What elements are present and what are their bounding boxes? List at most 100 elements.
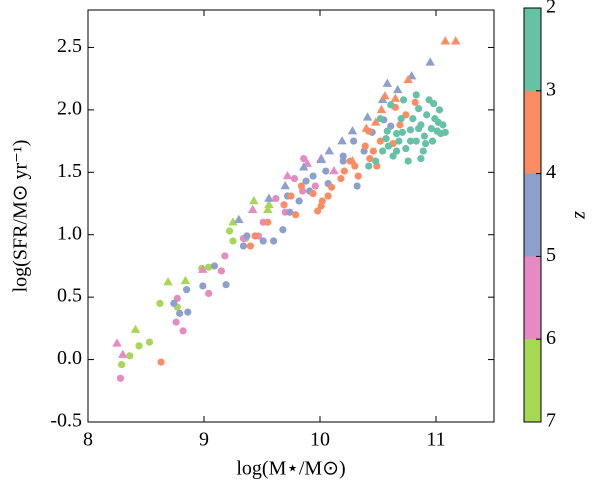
circle-point: [251, 232, 259, 240]
circle-point: [172, 318, 180, 326]
circle-point: [205, 289, 213, 298]
circle-point: [417, 154, 425, 163]
circle-point: [295, 197, 303, 205]
triangle-point: [425, 57, 435, 66]
circle-point: [170, 299, 178, 307]
circle-point: [302, 177, 310, 185]
circle-point: [384, 142, 393, 150]
circle-point: [354, 172, 362, 180]
circle-point: [396, 121, 404, 129]
circle-point: [376, 115, 384, 123]
triangle-point: [382, 78, 393, 87]
circle-point: [337, 174, 345, 183]
circle-point: [116, 374, 125, 382]
circle-point: [290, 174, 299, 183]
circle-point: [179, 327, 187, 335]
circle-point: [435, 106, 444, 114]
circle-point: [404, 157, 412, 165]
circle-point: [292, 211, 300, 219]
triangle-point: [264, 199, 274, 209]
circle-point: [412, 91, 420, 99]
triangle-point: [198, 264, 208, 273]
triangle-point: [403, 74, 413, 84]
circle-point: [406, 126, 415, 134]
circle-point: [387, 122, 395, 130]
circle-point: [309, 189, 317, 198]
circle-point: [118, 360, 126, 369]
circle-point: [199, 282, 207, 290]
circle-point: [243, 232, 251, 240]
circle-point: [221, 252, 229, 260]
circle-point: [328, 183, 336, 191]
circle-point: [287, 192, 295, 200]
circle-point: [392, 130, 401, 138]
triangle-point: [390, 93, 401, 102]
triangle-point: [163, 277, 173, 286]
circle-point: [398, 128, 406, 136]
triangle-point: [347, 126, 358, 135]
circle-point: [259, 237, 267, 245]
circle-point: [173, 294, 181, 302]
circle-point: [272, 194, 280, 203]
circle-point: [322, 167, 330, 175]
triangle-point: [180, 275, 191, 285]
y-tick-label: 0.0: [57, 347, 82, 369]
circle-point: [297, 182, 306, 190]
circle-point: [239, 242, 248, 250]
triangle-point: [324, 146, 335, 155]
triangle-point: [264, 193, 274, 202]
y-tick-label: 1.0: [57, 222, 82, 244]
x-tick-label: 10: [310, 429, 330, 451]
circle-point: [412, 137, 420, 145]
triangle-point: [299, 162, 309, 171]
circle-point: [286, 208, 294, 216]
circle-point: [369, 147, 377, 155]
circle-point: [264, 218, 272, 226]
circle-point: [376, 137, 384, 145]
circle-point: [184, 308, 192, 316]
circle-point: [157, 358, 165, 366]
circle-point: [392, 147, 401, 155]
circle-point: [145, 338, 154, 346]
circle-point: [222, 281, 230, 289]
circle-point: [324, 192, 332, 200]
circle-point: [246, 242, 254, 250]
y-tick-label: 2.5: [57, 35, 82, 57]
circle-point: [183, 286, 191, 294]
triangle-point: [228, 217, 238, 226]
plot-frame: [87, 9, 495, 423]
x-tick-label: 11: [426, 429, 445, 451]
triangle-point: [370, 117, 381, 126]
triangle-point: [282, 171, 293, 180]
triangle-point: [280, 181, 290, 190]
circle-point: [420, 132, 428, 140]
triangle-point: [263, 204, 273, 214]
circle-point: [366, 154, 374, 163]
colorbar-tick-label: 7: [546, 410, 556, 432]
y-tick-label: 0.5: [57, 285, 82, 307]
circle-point: [280, 201, 288, 209]
colorbar-segment: [524, 256, 541, 340]
triangle-point: [440, 36, 451, 45]
triangle-point: [337, 136, 347, 145]
colorbar-segment: [524, 90, 541, 175]
circle-point: [372, 157, 380, 165]
triangle-point: [376, 104, 387, 114]
y-tick-label: 1.5: [57, 160, 82, 182]
circle-point: [210, 262, 219, 270]
x-axis-label: log(M⋆/M⊙): [236, 458, 345, 480]
circle-point: [365, 162, 373, 170]
circle-point: [419, 147, 427, 155]
circle-point: [340, 167, 348, 175]
triangle-point: [118, 349, 128, 358]
circle-point: [397, 115, 405, 123]
circle-point: [300, 154, 308, 163]
triangle-point: [380, 91, 390, 100]
triangle-point: [247, 204, 258, 214]
circle-point: [399, 96, 408, 104]
circle-point: [217, 267, 225, 275]
triangle-point: [362, 112, 373, 121]
circle-point: [382, 134, 390, 143]
y-tick-label: 2.0: [57, 97, 82, 119]
